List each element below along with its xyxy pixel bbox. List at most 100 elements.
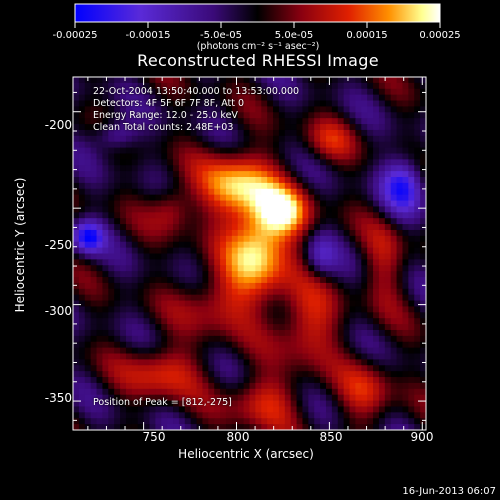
- heatmap-cell: [114, 406, 121, 413]
- heatmap-cell: [231, 353, 239, 360]
- heatmap-cell: [120, 94, 127, 102]
- heatmap-cell: [320, 347, 327, 355]
- heatmap-cell: [114, 277, 121, 284]
- heatmap-cell: [78, 200, 86, 208]
- heatmap-cell: [308, 206, 315, 213]
- heatmap-cell: [367, 206, 374, 213]
- heatmap-cell: [367, 235, 374, 243]
- heatmap-cell: [249, 188, 256, 196]
- heatmap-cell: [208, 329, 215, 337]
- heatmap-cell: [125, 277, 133, 284]
- heatmap-cell: [137, 88, 145, 96]
- heatmap-cell: [202, 147, 209, 155]
- heatmap-cell: [384, 335, 392, 343]
- heatmap-cell: [137, 259, 145, 266]
- heatmap-cell: [84, 400, 92, 408]
- heatmap-cell: [243, 218, 251, 225]
- heatmap-cell: [137, 306, 145, 313]
- heatmap-cell: [349, 377, 356, 384]
- heatmap-cell: [190, 247, 198, 255]
- heatmap-cell: [214, 229, 221, 237]
- heatmap-cell: [143, 418, 151, 425]
- heatmap-cell: [220, 194, 227, 202]
- heatmap-cell: [296, 382, 304, 390]
- heatmap-cell: [284, 218, 292, 225]
- heatmap-cell: [108, 241, 115, 249]
- heatmap-cell: [131, 124, 139, 131]
- heatmap-cell: [114, 253, 121, 260]
- heatmap-cell: [167, 82, 174, 90]
- heatmap-cell: [249, 206, 256, 213]
- heatmap-cell: [378, 177, 386, 184]
- heatmap-cell: [296, 177, 304, 184]
- heatmap-cell: [137, 282, 145, 290]
- heatmap-cell: [296, 129, 304, 137]
- heatmap-cell: [308, 335, 315, 343]
- heatmap-cell: [214, 147, 221, 155]
- heatmap-cell: [78, 247, 86, 255]
- heatmap-cell: [231, 277, 239, 284]
- heatmap-cell: [155, 306, 162, 313]
- heatmap-cell: [390, 388, 398, 396]
- heatmap-cell: [267, 306, 274, 313]
- heatmap-cell: [278, 400, 286, 408]
- heatmap-cell: [143, 106, 151, 113]
- heatmap-cell: [125, 77, 133, 84]
- heatmap-cell: [78, 318, 86, 325]
- heatmap-cell: [161, 388, 168, 396]
- heatmap-cell: [296, 418, 304, 425]
- heatmap-cell: [273, 147, 280, 155]
- heatmap-cell: [214, 124, 221, 131]
- heatmap-cell: [296, 94, 304, 102]
- heatmap-cell: [367, 329, 374, 337]
- heatmap-cell: [96, 247, 104, 255]
- heatmap-cell: [361, 418, 368, 425]
- heatmap-cell: [308, 77, 315, 84]
- heatmap-cell: [396, 259, 404, 266]
- heatmap-cell: [396, 153, 404, 160]
- heatmap-cell: [225, 329, 233, 337]
- heatmap-cell: [273, 218, 280, 225]
- heatmap-cell: [173, 94, 180, 102]
- heatmap-cell: [143, 424, 151, 430]
- heatmap-cell: [384, 300, 392, 308]
- heatmap-cell: [378, 335, 386, 343]
- heatmap-cell: [137, 253, 145, 260]
- heatmap-cell: [237, 200, 245, 208]
- heatmap-cell: [84, 312, 92, 319]
- heatmap-cell: [284, 188, 292, 196]
- heatmap-cell: [284, 412, 292, 419]
- heatmap-cell: [337, 188, 345, 196]
- heatmap-cell: [220, 412, 227, 419]
- heatmap-cell: [308, 135, 315, 143]
- heatmap-cell: [278, 212, 286, 219]
- heatmap-cell: [231, 300, 239, 308]
- heatmap-cell: [202, 306, 209, 313]
- heatmap-cell: [96, 235, 104, 243]
- heatmap-cell: [90, 129, 98, 137]
- heatmap-cell: [161, 318, 168, 325]
- heatmap-cell: [114, 159, 121, 166]
- heatmap-cell: [331, 124, 339, 131]
- heatmap-cell: [108, 259, 115, 266]
- heatmap-cell: [308, 365, 315, 372]
- heatmap-cell: [96, 347, 104, 355]
- heatmap-cell: [290, 347, 298, 355]
- heatmap-cell: [349, 106, 356, 113]
- heatmap-cell: [108, 300, 115, 308]
- heatmap-cell: [361, 324, 368, 331]
- heatmap-cell: [267, 188, 274, 196]
- heatmap-cell: [214, 406, 221, 413]
- heatmap-cell: [149, 159, 156, 166]
- heatmap-cell: [155, 147, 162, 155]
- heatmap-cell: [149, 400, 156, 408]
- heatmap-cell: [267, 412, 274, 419]
- heatmap-cell: [267, 329, 274, 337]
- heatmap-cell: [155, 412, 162, 419]
- heatmap-cell: [125, 124, 133, 131]
- heatmap-cell: [402, 365, 409, 372]
- heatmap-cell: [190, 277, 198, 284]
- heatmap-cell: [114, 388, 121, 396]
- heatmap-cell: [390, 406, 398, 413]
- heatmap-cell: [155, 341, 162, 349]
